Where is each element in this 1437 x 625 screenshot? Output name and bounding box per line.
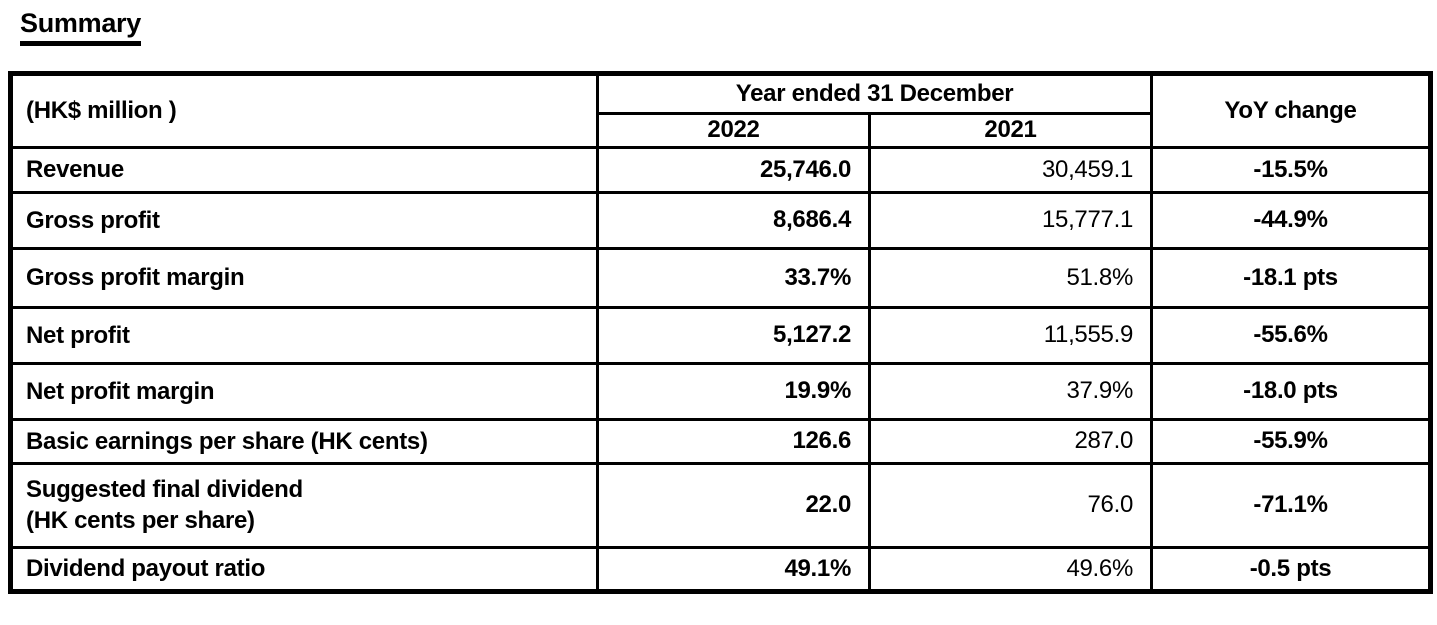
value-2022: 22.0 [596,461,871,549]
table-row-revenue: Revenue 25,746.0 30,459.1 -15.5% [9,145,1432,194]
value-2021: 15,777.1 [868,190,1153,250]
value-yoy: -18.0 pts [1150,361,1432,421]
row-label: Gross profit [9,190,599,250]
table-row-gross-profit-margin: Gross profit margin 33.7% 51.8% -18.1 pt… [9,246,1432,309]
row-label: Net profit [9,305,599,365]
row-label: Dividend payout ratio [9,545,599,593]
col-header-2022: 2022 [596,111,871,149]
value-2021: 76.0 [868,461,1153,549]
value-yoy: -15.5% [1150,145,1432,194]
value-2022: 8,686.4 [596,190,871,250]
value-2021: 30,459.1 [868,145,1153,194]
page-title: Summary [20,8,141,46]
summary-table: (HK$ million ) Year ended 31 December Yo… [8,70,1433,594]
value-yoy: -18.1 pts [1150,246,1432,309]
value-2021: 287.0 [868,417,1153,465]
header-row-years: 2022 2021 [11,111,1431,149]
year-group-header-cell: Year ended 31 December [596,71,1153,115]
value-yoy: -71.1% [1150,461,1432,549]
value-yoy: -44.9% [1150,190,1432,250]
value-2022: 126.6 [596,417,871,465]
value-2022: 25,746.0 [596,145,871,194]
col-header-2021: 2021 [868,111,1153,149]
table-row-dividend-payout-ratio: Dividend payout ratio 49.1% 49.6% -0.5 p… [9,545,1432,593]
table-row-net-profit: Net profit 5,127.2 11,555.9 -55.6% [9,305,1432,365]
yoy-header-cell: YoY change [1150,71,1432,149]
table-row-gross-profit: Gross profit 8,686.4 15,777.1 -44.9% [9,190,1432,250]
value-2021: 51.8% [868,246,1153,309]
row-label: Revenue [9,145,599,194]
value-2022: 5,127.2 [596,305,871,365]
unit-header-cell: (HK$ million ) [9,71,599,149]
row-label: Net profit margin [9,361,599,421]
value-2021: 49.6% [868,545,1153,593]
value-2021: 11,555.9 [868,305,1153,365]
value-yoy: -0.5 pts [1150,545,1432,593]
value-2021: 37.9% [868,361,1153,421]
value-yoy: -55.6% [1150,305,1432,365]
row-label: Gross profit margin [9,246,599,309]
header-row-year-group: (HK$ million ) Year ended 31 December Yo… [9,71,1432,149]
row-label: Suggested final dividend (HK cents per s… [9,461,599,549]
table-row-suggested-final-dividend: Suggested final dividend (HK cents per s… [9,461,1432,549]
row-label: Basic earnings per share (HK cents) [9,417,599,465]
value-2022: 33.7% [596,246,871,309]
table-row-basic-eps: Basic earnings per share (HK cents) 126.… [9,417,1432,465]
value-yoy: -55.9% [1150,417,1432,465]
value-2022: 49.1% [596,545,871,593]
table-row-net-profit-margin: Net profit margin 19.9% 37.9% -18.0 pts [9,361,1432,421]
value-2022: 19.9% [596,361,871,421]
